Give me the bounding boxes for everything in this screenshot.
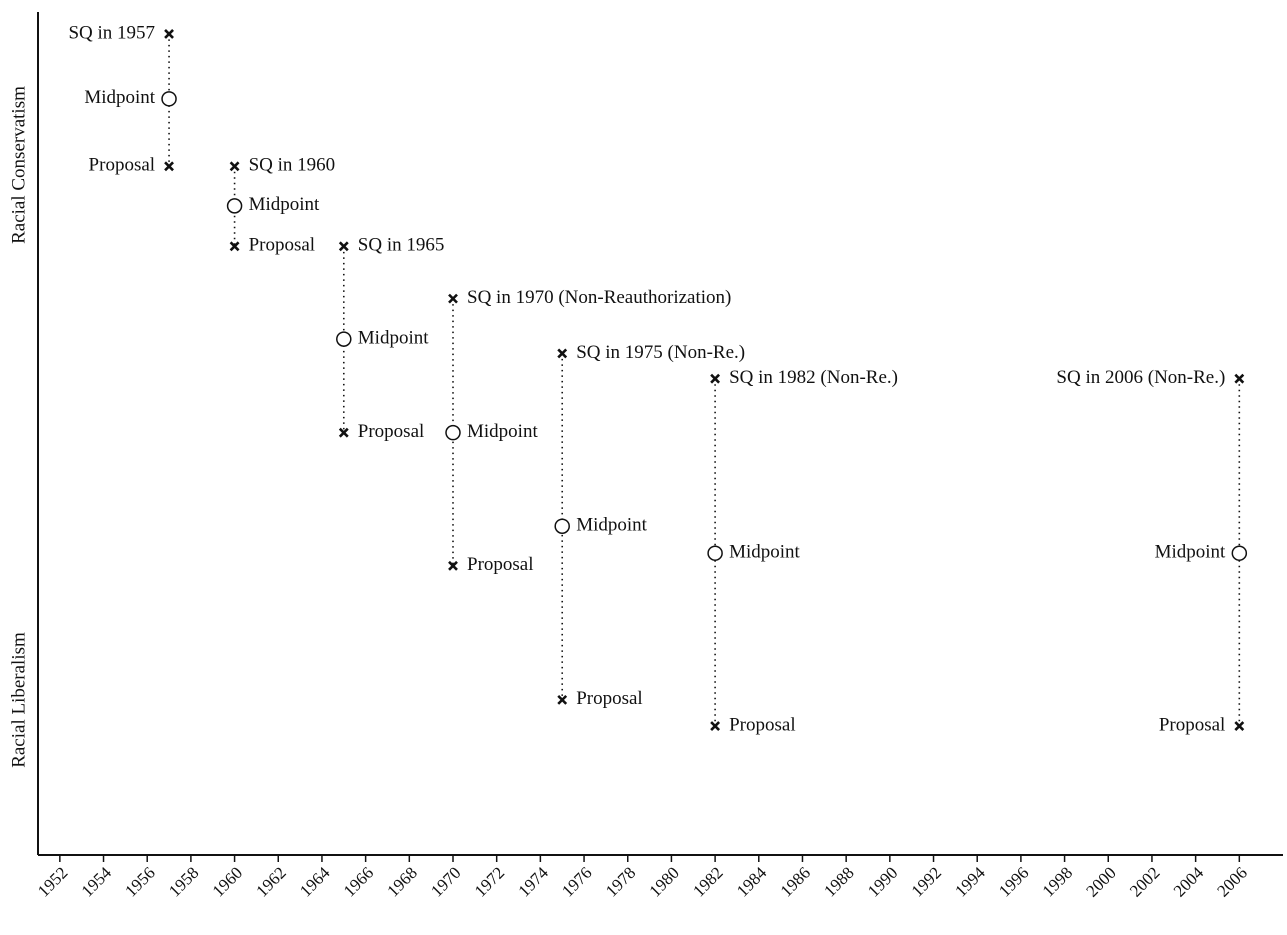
point-label: SQ in 2006 (Non-Re.) [1056, 367, 1225, 388]
cross-marker [164, 28, 174, 39]
x-tick-label: 1976 [558, 863, 595, 900]
point-label: SQ in 1975 (Non-Re.) [576, 342, 745, 363]
x-tick-label: 2006 [1213, 863, 1250, 900]
point-label: Proposal [729, 714, 796, 735]
circle-marker [554, 518, 570, 534]
x-tick-label: 1974 [514, 863, 552, 901]
cross-marker [164, 161, 174, 172]
x-tick-label: 1970 [427, 863, 464, 900]
x-tick-label: 1958 [165, 863, 202, 900]
point-label: Proposal [1159, 714, 1226, 735]
x-tick-label: 1972 [471, 863, 508, 900]
proposal-group: SQ in 1960 Midpoint Proposal [226, 155, 336, 256]
point-label: Midpoint [249, 194, 320, 215]
proposal-group: SQ in 1957 Midpoint Proposal [68, 22, 177, 176]
point-label: SQ in 1960 [249, 155, 336, 176]
circle-marker [445, 424, 461, 441]
proposal-group: SQ in 2006 (Non-Re.) Midpoint Proposal [1056, 367, 1248, 735]
x-tick-label: 1978 [602, 863, 639, 900]
cross-marker [448, 293, 458, 304]
cross-marker [338, 427, 349, 438]
circle-marker [1231, 545, 1248, 561]
cross-marker [448, 560, 458, 571]
point-label: Proposal [467, 554, 534, 575]
cross-marker [338, 241, 349, 252]
x-tick-label: 1962 [252, 863, 289, 900]
circle-marker [226, 198, 243, 214]
cross-marker [557, 694, 568, 705]
proposal-group: SQ in 1982 (Non-Re.) Midpoint Proposal [707, 367, 898, 735]
x-tick-label: 1964 [296, 863, 334, 901]
cross-marker [710, 721, 721, 731]
x-tick-label: 1990 [864, 863, 901, 900]
y-label-bottom: Racial Liberalism [8, 632, 29, 768]
point-label: SQ in 1957 [68, 22, 155, 43]
point-label: Midpoint [467, 421, 538, 442]
circle-marker [707, 545, 723, 561]
point-label: Midpoint [1155, 542, 1226, 563]
point-label: Midpoint [358, 327, 429, 348]
x-tick-label: 1988 [820, 863, 857, 900]
cross-marker [1234, 373, 1245, 384]
x-tick-label: 1956 [121, 863, 158, 900]
x-tick-label: 1998 [1039, 863, 1076, 900]
x-tick-label: 1992 [908, 863, 945, 900]
cross-marker [229, 161, 240, 172]
x-tick-label: 2004 [1170, 863, 1208, 901]
point-label: SQ in 1982 (Non-Re.) [729, 367, 898, 388]
point-label: Midpoint [576, 515, 647, 536]
x-tick-label: 1982 [689, 863, 726, 900]
point-label: Proposal [358, 421, 425, 442]
point-label: Proposal [249, 235, 316, 256]
proposal-group: SQ in 1970 (Non-Reauthorization) Midpoint… [445, 287, 731, 575]
x-tick-label: 1952 [34, 863, 71, 900]
point-label: Midpoint [729, 542, 800, 563]
x-tick-label: 1968 [383, 863, 420, 900]
x-tick-label: 1960 [209, 863, 246, 900]
circle-marker [161, 91, 177, 107]
point-label: Proposal [576, 688, 643, 709]
point-label: Proposal [89, 155, 156, 176]
x-tick-label: 1994 [951, 863, 989, 901]
point-label: SQ in 1970 (Non-Reauthorization) [467, 287, 731, 308]
proposal-group: SQ in 1975 (Non-Re.) Midpoint Proposal [554, 342, 745, 709]
x-tick-label: 1980 [646, 863, 683, 900]
cross-marker [557, 348, 568, 359]
x-tick-label: 1996 [995, 863, 1032, 900]
circle-marker [336, 331, 352, 347]
x-tick-label: 1954 [78, 863, 116, 901]
x-tick-label: 1986 [777, 863, 814, 900]
y-label-top: Racial Conservatism [8, 86, 29, 244]
proposal-group: SQ in 1965 Midpoint Proposal [336, 235, 445, 442]
x-tick-label: 1966 [340, 863, 377, 900]
point-label: SQ in 1965 [358, 235, 445, 256]
x-tick-label: 1984 [733, 863, 771, 901]
cross-marker [1234, 721, 1245, 731]
x-tick-label: 2002 [1126, 863, 1163, 900]
cross-marker [710, 373, 721, 384]
cross-marker [229, 241, 240, 252]
x-tick-label: 2000 [1082, 863, 1119, 900]
point-label: Midpoint [84, 87, 155, 108]
